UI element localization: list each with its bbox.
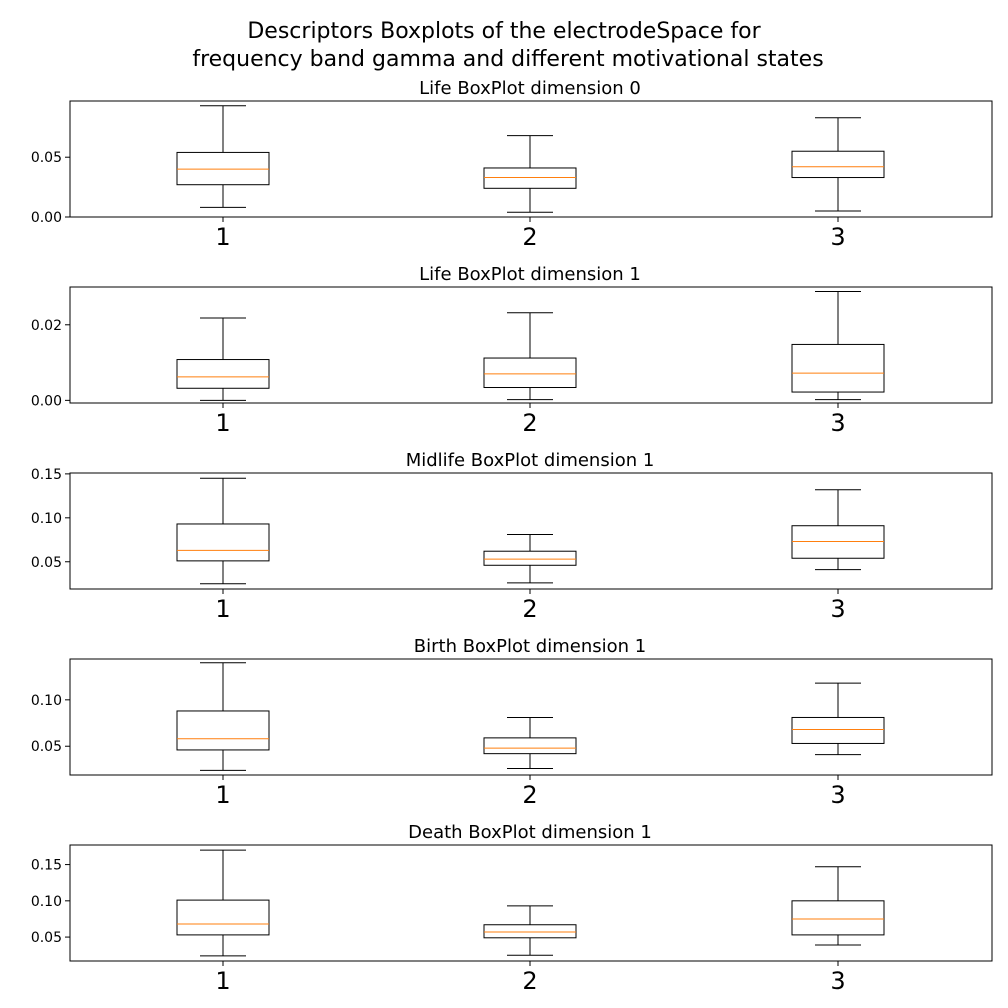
box-2 <box>483 135 577 213</box>
iqr-box <box>791 343 885 393</box>
x-tick-label: 3 <box>830 595 845 623</box>
box-3 <box>791 291 885 401</box>
subplot-5: Death BoxPlot dimension 1 0.05 0.10 0.15 1 2 3 <box>31 822 993 995</box>
subplot-2: Life BoxPlot dimension 1 0.00 0.02 1 2 3 <box>31 264 993 437</box>
iqr-box <box>176 151 270 186</box>
x-tick-label: 1 <box>215 595 230 623</box>
y-tick-label: 0.05 <box>31 555 62 571</box>
x-tick-label: 2 <box>522 223 537 251</box>
axes-frame <box>69 472 993 590</box>
iqr-box <box>483 357 577 389</box>
y-tick-label: 0.10 <box>31 693 62 709</box>
box-2 <box>483 534 577 584</box>
y-tick-label: 0.05 <box>31 739 62 755</box>
x-tick-label: 1 <box>215 967 230 995</box>
subplot-title: Death BoxPlot dimension 1 <box>408 822 652 843</box>
box-1 <box>176 105 270 208</box>
box-1 <box>176 317 270 401</box>
iqr-box <box>176 710 270 751</box>
iqr-box <box>483 167 577 189</box>
iqr-box <box>483 737 577 755</box>
y-tick-label: 0.10 <box>31 894 62 910</box>
subplot-title: Midlife BoxPlot dimension 1 <box>406 450 655 471</box>
y-tick-label: 0.05 <box>31 150 62 166</box>
x-tick-label: 3 <box>830 781 845 809</box>
box-3 <box>791 682 885 756</box>
box-2 <box>483 312 577 401</box>
figure-title-line-2: frequency band gamma and different motiv… <box>192 47 823 72</box>
box-3 <box>791 489 885 571</box>
iqr-box <box>791 150 885 179</box>
box-1 <box>176 662 270 771</box>
x-tick-label: 2 <box>522 967 537 995</box>
iqr-box <box>176 359 270 389</box>
subplot-title: Life BoxPlot dimension 0 <box>419 78 641 99</box>
subplot-1: Life BoxPlot dimension 0 0.00 0.05 1 2 3 <box>31 78 993 251</box>
subplot-4: Birth BoxPlot dimension 1 0.05 0.10 1 2 3 <box>31 636 993 809</box>
figure-title-line-1: Descriptors Boxplots of the electrodeSpa… <box>247 19 761 44</box>
x-tick-label: 2 <box>522 781 537 809</box>
iqr-box <box>791 716 885 744</box>
iqr-box <box>791 900 885 936</box>
axes-frame <box>69 100 993 218</box>
y-tick-label: 0.15 <box>31 858 62 874</box>
y-tick-label: 0.10 <box>31 511 62 527</box>
x-tick-label: 2 <box>522 409 537 437</box>
y-tick-label: 0.02 <box>31 318 62 334</box>
axes-frame <box>69 844 993 962</box>
x-tick-label: 1 <box>215 223 230 251</box>
iqr-box <box>483 924 577 939</box>
box-1 <box>176 477 270 585</box>
x-tick-label: 3 <box>830 967 845 995</box>
x-tick-label: 1 <box>215 781 230 809</box>
iqr-box <box>176 523 270 562</box>
subplot-3: Midlife BoxPlot dimension 1 0.05 0.10 0.15 1… <box>31 450 993 623</box>
y-tick-label: 0.00 <box>31 393 62 409</box>
subplot-panels: Life BoxPlot dimension 00.000.051 2 3Life … <box>31 78 993 995</box>
y-tick-label: 0.00 <box>31 210 62 226</box>
iqr-box <box>483 550 577 566</box>
x-tick-label: 2 <box>522 595 537 623</box>
y-tick-label: 0.05 <box>31 930 62 946</box>
box-2 <box>483 716 577 770</box>
x-tick-label: 3 <box>830 223 845 251</box>
y-tick-label: 0.15 <box>31 467 62 483</box>
subplot-title: Birth BoxPlot dimension 1 <box>414 636 646 657</box>
subplot-title: Life BoxPlot dimension 1 <box>419 264 641 285</box>
box-1 <box>176 849 270 957</box>
iqr-box <box>176 899 270 936</box>
box-3 <box>791 866 885 946</box>
box-2 <box>483 905 577 956</box>
x-tick-label: 1 <box>215 409 230 437</box>
x-tick-label: 3 <box>830 409 845 437</box>
axes-frame <box>69 658 993 776</box>
box-3 <box>791 117 885 212</box>
axes-frame <box>69 286 993 404</box>
